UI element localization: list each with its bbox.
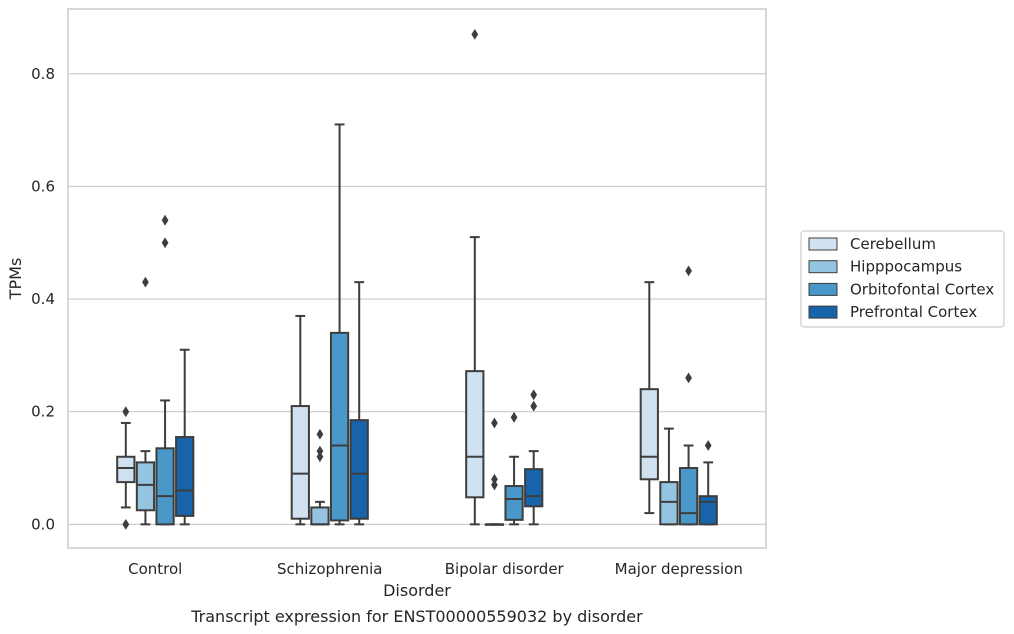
- legend-swatch: [808, 282, 838, 296]
- outlier-point: [316, 451, 324, 463]
- box-1-1: [310, 428, 330, 526]
- box-iqr: [329, 331, 350, 522]
- chart-caption: Transcript expression for ENST0000055903…: [190, 607, 643, 626]
- box-iqr: [504, 485, 524, 521]
- box-2-1: [484, 417, 505, 526]
- box-iqr: [155, 447, 175, 526]
- plot-frame: [67, 8, 767, 549]
- x-axis-ticks: Control Schizophrenia Bipolar disorder Majo…: [128, 560, 743, 578]
- box-1-3: [349, 281, 369, 526]
- x-tick-label: Major depression: [615, 560, 743, 578]
- legend: Cerebellum Hipppocampus Orbitofontal Corte…: [800, 230, 1005, 328]
- y-tick-label: 0.8: [31, 65, 55, 83]
- legend-entry-label: Cerebellum: [850, 235, 936, 253]
- outlier-point: [685, 265, 692, 277]
- box-3-0: [639, 281, 659, 515]
- outlier-point: [510, 411, 518, 423]
- box-iqr: [349, 419, 369, 520]
- outlier-point: [316, 428, 324, 440]
- y-tick-label: 0.4: [31, 290, 55, 308]
- legend-entry-label: Prefrontal Cortex: [850, 303, 977, 321]
- x-tick-label: Schizophrenia: [277, 560, 382, 578]
- box-2-0: [465, 28, 485, 526]
- outlier-point: [122, 406, 130, 418]
- outlier-point: [316, 445, 324, 457]
- box-0-1: [135, 276, 156, 526]
- box-iqr: [135, 461, 156, 512]
- box-iqr: [175, 436, 195, 517]
- box-iqr: [310, 506, 330, 526]
- box-0-0: [116, 406, 136, 530]
- box-2-3: [524, 389, 544, 526]
- legend-swatch: [808, 305, 838, 319]
- outlier-point: [491, 417, 498, 429]
- box-iqr: [465, 370, 485, 499]
- legend-swatch: [808, 237, 838, 251]
- outlier-point: [161, 237, 169, 249]
- box-1-0: [290, 314, 310, 526]
- outlier-point: [530, 400, 538, 412]
- legend-entry-label: Orbitofontal Cortex: [850, 280, 994, 298]
- box-0-3: [175, 348, 195, 526]
- x-tick-label: Control: [128, 560, 182, 578]
- outlier-point: [530, 389, 538, 401]
- legend-swatch: [808, 260, 838, 274]
- box-1-2: [329, 123, 350, 526]
- legend-entry-label: Hipppocampus: [850, 258, 962, 276]
- box-iqr: [290, 405, 310, 520]
- box-iqr: [678, 467, 699, 526]
- outlier-point: [471, 28, 479, 40]
- outlier-point: [491, 479, 498, 491]
- outlier-point: [161, 214, 169, 226]
- x-tick-label: Bipolar disorder: [445, 560, 565, 578]
- outlier-point: [685, 372, 692, 384]
- outlier-point: [142, 276, 149, 288]
- outlier-point: [704, 440, 712, 451]
- box-iqr: [116, 455, 136, 484]
- y-tick-label: 0.6: [31, 177, 55, 195]
- box-2-2: [504, 411, 524, 526]
- x-axis-label: Disorder: [383, 581, 451, 600]
- outlier-point: [491, 473, 498, 485]
- y-axis-ticks: 0.0 0.2 0.4 0.6 0.8: [31, 65, 55, 534]
- box-iqr: [639, 388, 659, 481]
- box-3-2: [678, 265, 699, 526]
- plot-area: [116, 28, 718, 530]
- legend-frame: [800, 230, 1005, 328]
- box-iqr: [698, 495, 718, 526]
- box-iqr: [659, 481, 679, 526]
- y-tick-label: 0.2: [31, 403, 55, 421]
- box-iqr: [524, 468, 544, 508]
- y-axis-label: TPMs: [6, 258, 25, 301]
- box-0-2: [155, 214, 175, 526]
- box-3-1: [659, 427, 679, 526]
- y-tick-label: 0.0: [31, 515, 55, 533]
- outlier-point: [122, 518, 130, 530]
- box-3-3: [698, 440, 718, 526]
